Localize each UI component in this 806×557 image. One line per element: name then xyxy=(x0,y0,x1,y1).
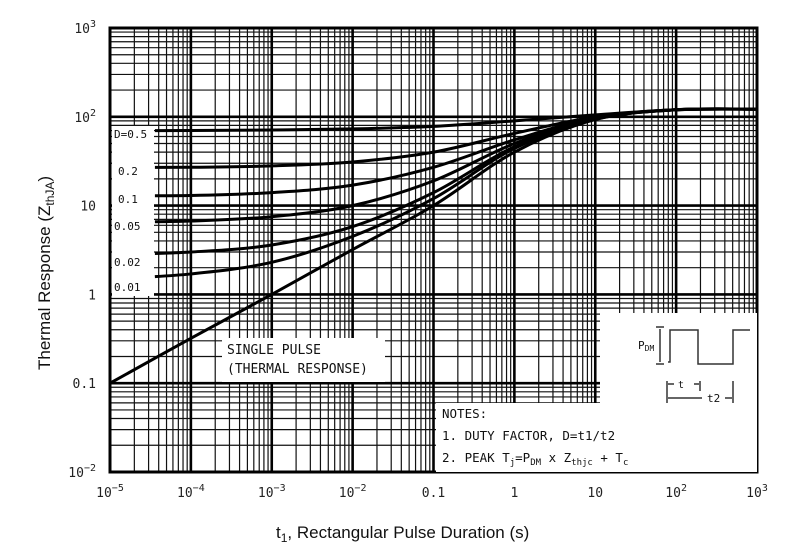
tick-label: 10−2 xyxy=(68,463,96,481)
note-duty-factor: 1. DUTY FACTOR, D=t1/t2 xyxy=(442,428,615,443)
plot-frame xyxy=(108,26,759,474)
duty-label-0.2: 0.2 xyxy=(118,165,138,178)
pulse-diagram-bg xyxy=(600,313,757,403)
duty-label-0.05: 0.05 xyxy=(114,220,141,233)
thermal-response-label: (THERMAL RESPONSE) xyxy=(227,362,368,377)
notes-title: NOTES: xyxy=(442,406,487,421)
tick-label: 0.1 xyxy=(73,377,96,392)
tick-label: 103 xyxy=(74,19,96,37)
duty-curves xyxy=(109,107,758,385)
duty-labels: D=0.5 0.2 0.1 0.05 0.02 0.01 xyxy=(114,128,147,294)
notes: NOTES: 1. DUTY FACTOR, D=t1/t2 2. PEAK T… xyxy=(442,406,628,468)
tick-label: 102 xyxy=(74,108,96,126)
tick-label: 10−2 xyxy=(339,483,367,501)
notes-bg xyxy=(436,403,757,472)
tick-label: 10−3 xyxy=(258,483,286,501)
duty-label-0.1: 0.1 xyxy=(118,193,138,206)
t1-label: t xyxy=(678,380,684,391)
note-peak-tj: 2. PEAK Tj=PDM x Zthjc + Tc xyxy=(442,450,628,468)
duty-label-0.5: D=0.5 xyxy=(114,128,147,141)
duty-labels-bg xyxy=(112,126,154,296)
duty-label-0.02: 0.02 xyxy=(114,256,141,269)
y-axis-title: Thermal Response (ZthJA) xyxy=(35,176,57,370)
tick-label: 1 xyxy=(88,288,96,303)
x-axis-ticks: 10−5 10−4 10−3 10−2 0.1 1 10 102 103 xyxy=(96,483,768,501)
single-pulse-label-bg xyxy=(222,338,385,382)
tick-label: 10−4 xyxy=(177,483,205,501)
t2-label: t2 xyxy=(707,392,720,405)
pdm-label: PDM xyxy=(638,339,654,353)
single-pulse-label: SINGLE PULSE xyxy=(227,343,321,358)
pulse-waveform-diagram xyxy=(656,326,750,403)
y-axis-ticks: 10−2 0.1 1 10 102 103 xyxy=(68,19,96,481)
duty-label-0.01: 0.01 xyxy=(114,281,141,294)
x-axis-title: t1, Rectangular Pulse Duration (s) xyxy=(276,523,529,545)
curve-single-pulse xyxy=(109,107,758,385)
tick-label: 103 xyxy=(746,483,768,501)
tick-label: 102 xyxy=(665,483,687,501)
tick-label: 10−5 xyxy=(96,483,124,501)
tick-label: 10 xyxy=(587,486,603,501)
tick-label: 0.1 xyxy=(422,486,445,501)
tick-label: 10 xyxy=(80,200,96,215)
tick-label: 1 xyxy=(510,486,518,501)
